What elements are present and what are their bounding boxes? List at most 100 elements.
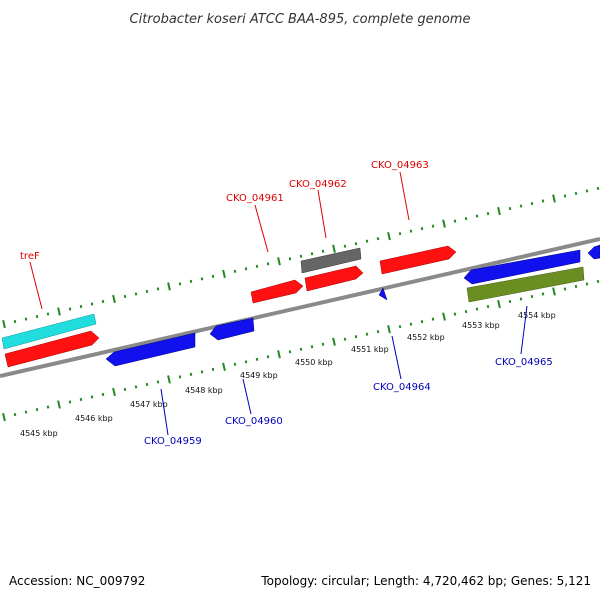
inner-tick-mark	[35, 407, 39, 412]
inner-tick-mark	[541, 292, 545, 296]
inner-tick-mark	[431, 317, 435, 321]
inner-tick-mark	[211, 367, 215, 371]
gene-label-cko04962[interactable]: CKO_04962	[289, 179, 347, 190]
outer-tick-mark	[343, 244, 347, 248]
inner-tick-mark	[299, 347, 303, 351]
gene-cko04965-olive-arrow[interactable]	[466, 266, 585, 303]
inner-tick-mark	[420, 320, 424, 324]
inner-tick-mark	[475, 307, 479, 311]
inner-tick-mark	[530, 294, 534, 299]
outer-tick-mark	[508, 206, 512, 211]
cko04961-leader-line	[254, 204, 269, 253]
outer-tick-mark	[266, 262, 270, 266]
outer-tick-mark	[475, 214, 479, 218]
inner-tick-mark	[46, 405, 50, 409]
tref-leader-line	[29, 261, 43, 310]
kbp-label: 4554 kbp	[518, 311, 556, 320]
inner-tick-mark	[563, 287, 567, 291]
gene-label-tref[interactable]: treF	[20, 251, 40, 262]
inner-tick-mark	[552, 287, 556, 296]
inner-tick-track	[2, 279, 600, 422]
inner-tick-mark	[57, 400, 61, 409]
inner-tick-mark	[596, 279, 600, 284]
gene-cko04961-arrow[interactable]	[250, 279, 304, 304]
kbp-label: 4545 kbp	[20, 429, 58, 438]
outer-tick-mark	[277, 257, 281, 266]
cko04965-leader-line	[520, 305, 528, 355]
outer-tick-mark	[24, 317, 28, 321]
inner-tick-mark	[200, 370, 204, 374]
kbp-label: 4552 kbp	[407, 333, 445, 342]
cko04963-leader-line	[399, 171, 410, 221]
gene-label-cko04964[interactable]: CKO_04964	[373, 382, 431, 393]
gene-cko04965-arrow[interactable]	[463, 249, 581, 285]
gene-cko04959-arrow[interactable]	[105, 332, 196, 367]
gene-cko04960-arrow[interactable]	[209, 317, 255, 341]
cko04960-leader-line	[242, 378, 252, 415]
outer-tick-mark	[354, 242, 358, 246]
inner-tick-mark	[398, 325, 402, 329]
inner-tick-mark	[277, 350, 281, 359]
gene-label-cko04965[interactable]: CKO_04965	[495, 357, 553, 368]
inner-tick-mark	[585, 282, 589, 286]
gene-tref-arrow[interactable]	[1, 313, 97, 350]
outer-tick-mark	[13, 319, 17, 324]
outer-tick-mark	[321, 249, 325, 253]
gene-cko04963-arrow[interactable]	[379, 245, 457, 275]
outer-tick-mark	[596, 186, 600, 191]
gene-label-cko04959[interactable]: CKO_04959	[144, 436, 202, 447]
inner-tick-mark	[112, 387, 116, 397]
gene-cko04962-arrow[interactable]	[304, 265, 364, 292]
outer-tick-mark	[57, 307, 61, 316]
inner-tick-mark	[244, 360, 248, 364]
inner-tick-mark	[332, 337, 336, 346]
inner-tick-mark	[233, 362, 237, 366]
kbp-label: 4548 kbp	[185, 386, 223, 395]
outer-tick-mark	[79, 304, 83, 309]
outer-tick-mark	[255, 264, 259, 268]
gene-cko04962-gray-arrow[interactable]	[300, 247, 362, 274]
inner-tick-mark	[79, 397, 83, 402]
genome-summary-text: Topology: circular; Length: 4,720,462 bp…	[260, 574, 591, 588]
inner-tick-mark	[321, 342, 325, 346]
gene-label-cko04960[interactable]: CKO_04960	[225, 416, 283, 427]
outer-tick-mark	[530, 201, 534, 206]
inner-tick-mark	[574, 284, 578, 289]
kbp-label: 4549 kbp	[240, 371, 278, 380]
outer-tick-mark	[200, 277, 204, 281]
gene-red-arrow-1[interactable]	[4, 330, 100, 368]
kbp-label: 4550 kbp	[295, 358, 333, 367]
outer-tick-mark	[387, 232, 391, 241]
inner-tick-mark	[13, 412, 17, 417]
inner-tick-mark	[101, 392, 105, 397]
inner-tick-mark	[354, 335, 358, 339]
map-title: Citrobacter koseri ATCC BAA-895, complet…	[130, 12, 471, 27]
inner-tick-mark	[90, 395, 94, 399]
outer-tick-mark	[563, 194, 567, 198]
inner-tick-mark	[453, 312, 457, 316]
inner-tick-mark	[68, 400, 72, 404]
outer-tick-mark	[134, 292, 138, 296]
outer-tick-mark	[332, 244, 336, 253]
gene-label-cko04961[interactable]: CKO_04961	[226, 193, 284, 204]
inner-tick-mark	[288, 350, 292, 354]
gene-edge-blue-arrow[interactable]	[587, 244, 600, 260]
outer-tick-mark	[288, 257, 292, 261]
outer-tick-mark	[2, 319, 6, 329]
outer-tick-mark	[464, 217, 468, 221]
outer-tick-mark	[541, 199, 545, 203]
outer-tick-mark	[178, 282, 182, 286]
outer-tick-mark	[156, 287, 160, 291]
outer-tick-mark	[497, 206, 501, 216]
outer-tick-mark	[46, 312, 50, 316]
inner-tick-mark	[497, 299, 501, 309]
gene-label-cko04963[interactable]: CKO_04963	[371, 160, 429, 171]
inner-tick-mark	[519, 297, 523, 301]
kbp-label: 4551 kbp	[351, 345, 389, 354]
accession-text: Accession: NC_009792	[9, 574, 145, 588]
gene-cko04964-arrow[interactable]	[378, 287, 388, 301]
inner-tick-mark	[486, 304, 490, 309]
inner-tick-mark	[464, 310, 468, 314]
cko04959-leader-line	[160, 388, 169, 436]
